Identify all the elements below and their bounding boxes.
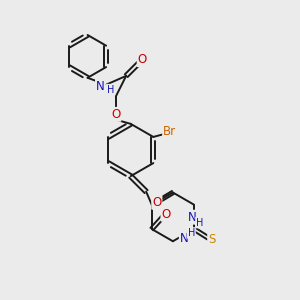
Text: O: O (111, 108, 120, 121)
Text: H: H (107, 85, 114, 95)
Text: N: N (180, 232, 189, 245)
Text: N: N (188, 211, 197, 224)
Text: O: O (152, 196, 161, 209)
Text: O: O (161, 208, 171, 221)
Text: Br: Br (163, 125, 176, 138)
Text: O: O (138, 53, 147, 66)
Text: N: N (96, 80, 105, 93)
Text: H: H (188, 228, 195, 238)
Text: S: S (208, 233, 215, 246)
Text: H: H (196, 218, 203, 227)
